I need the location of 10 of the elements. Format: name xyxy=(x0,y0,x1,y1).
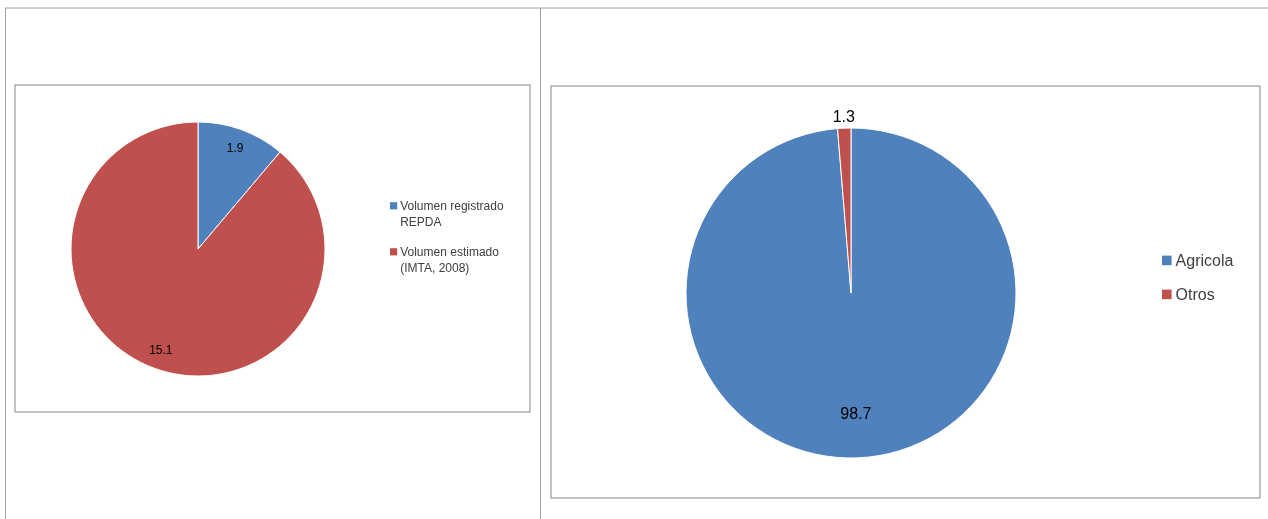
data-label: 15.1 xyxy=(149,343,173,358)
data-label: 1.3 xyxy=(832,108,856,126)
legend-label: Volumen registrado REPDA xyxy=(400,199,504,229)
legend-label: Agricola xyxy=(1175,252,1234,269)
pie-slice xyxy=(70,121,326,377)
pie-slice xyxy=(685,127,1017,459)
data-label: 98.7 xyxy=(840,404,872,422)
legend-label: Otros xyxy=(1175,286,1215,303)
data-label: 1.9 xyxy=(226,140,244,155)
legend-label: Volumen estimado (IMTA, 2008) xyxy=(400,245,500,275)
